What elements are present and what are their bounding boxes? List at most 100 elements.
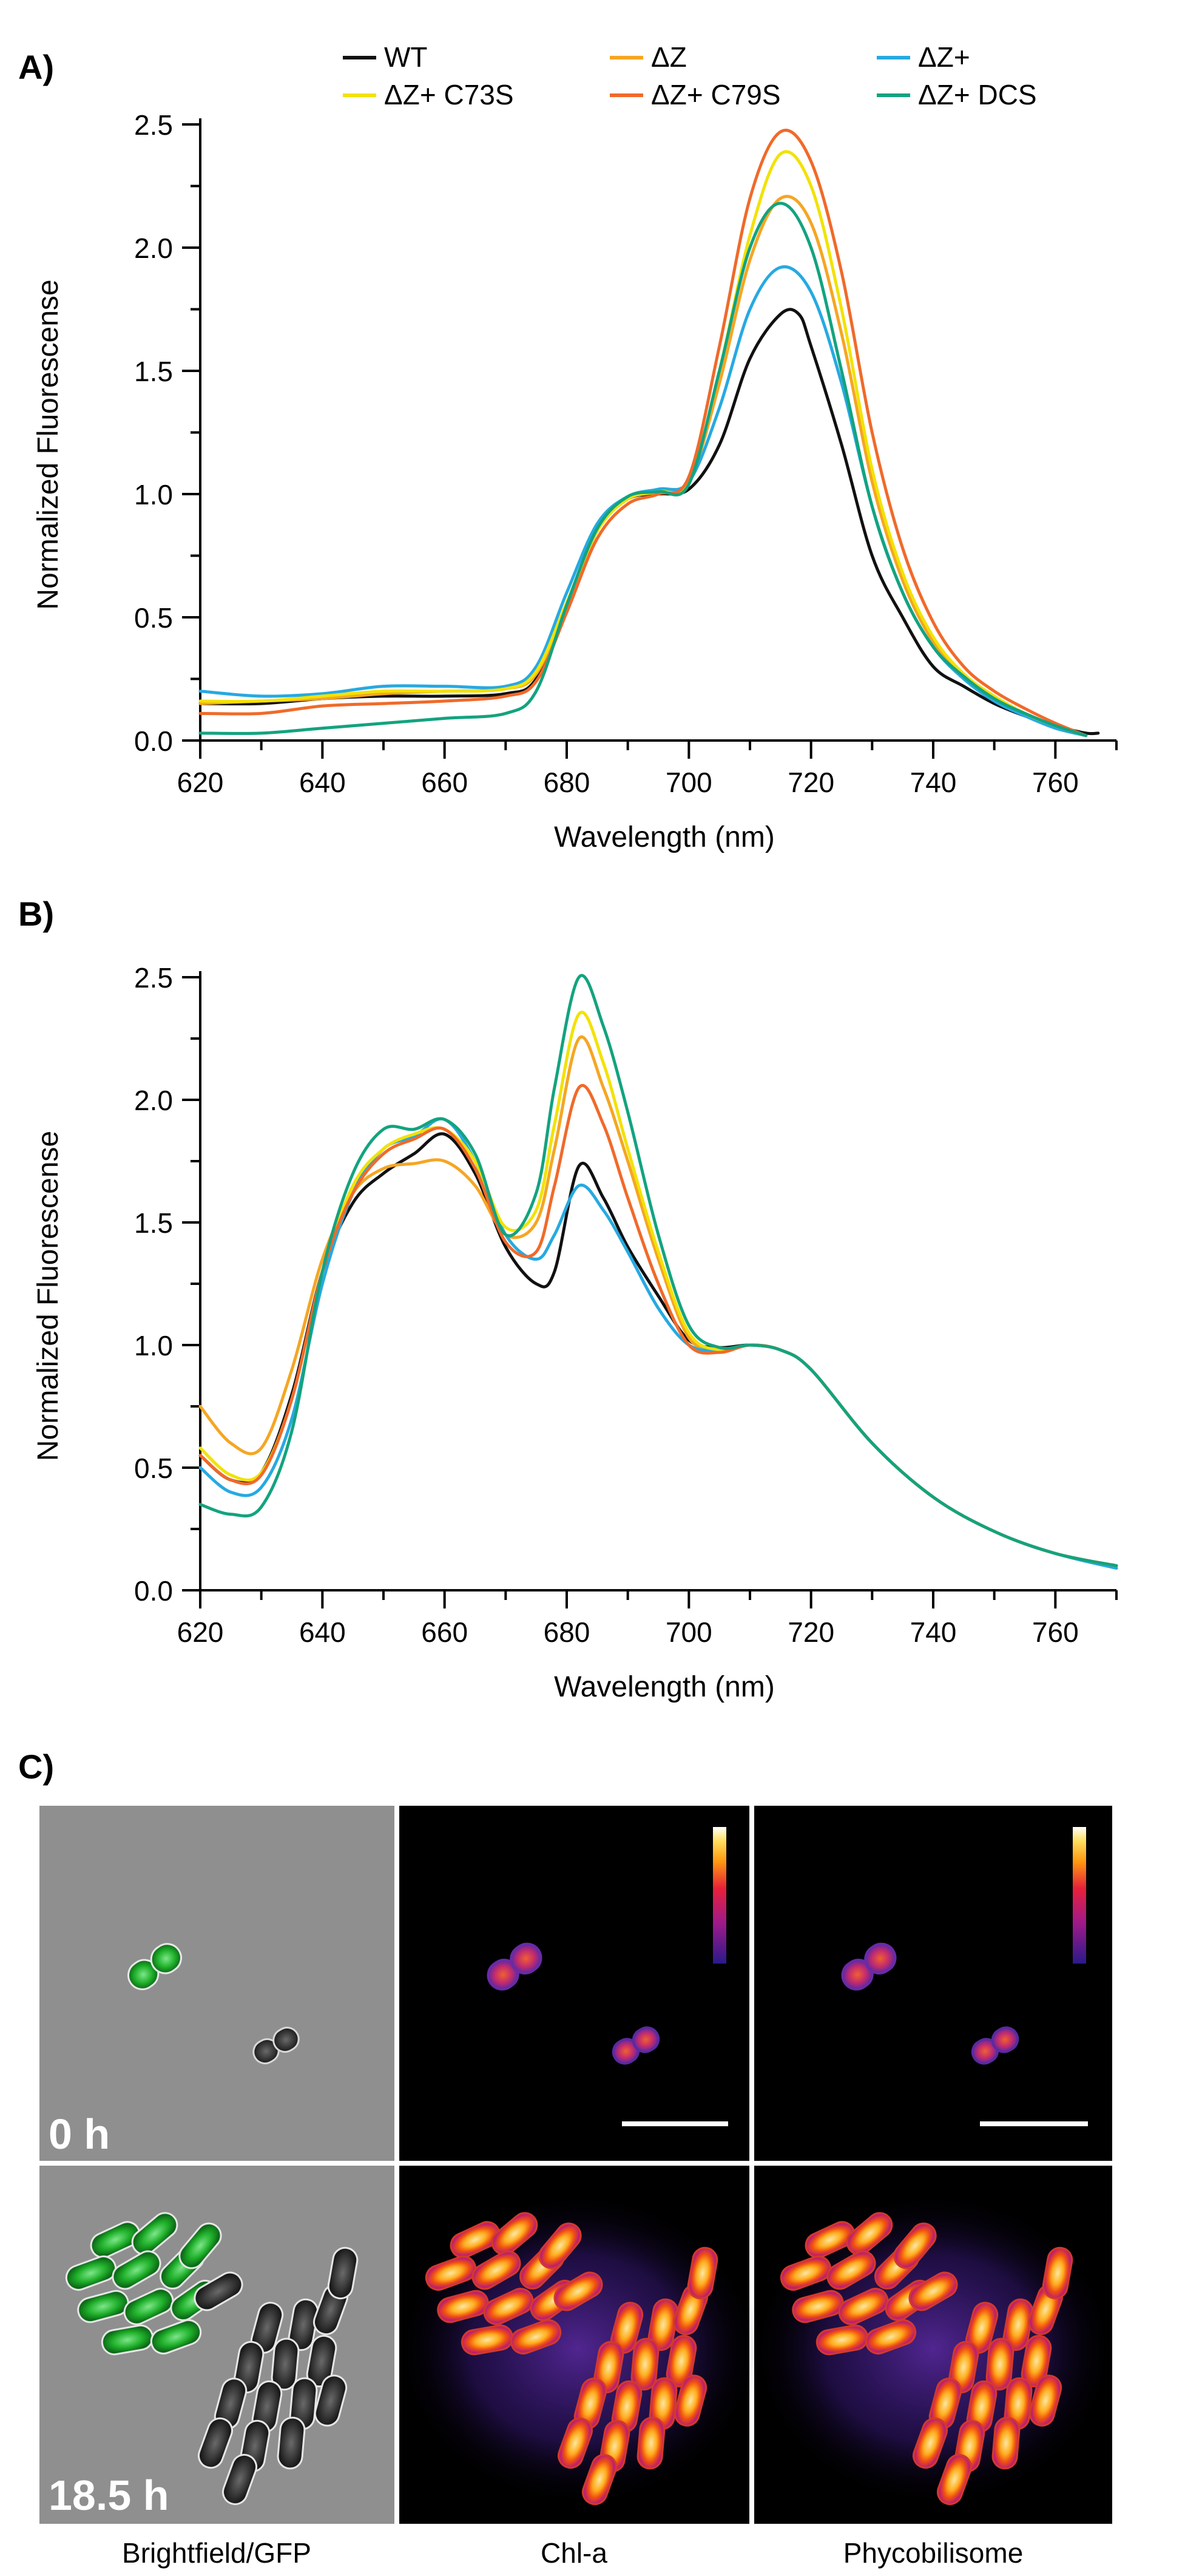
cell xyxy=(838,2288,889,2325)
cell xyxy=(491,2212,538,2256)
cell xyxy=(221,2453,258,2506)
series-line-C73S xyxy=(198,150,1088,737)
brightfield-18h-cells xyxy=(65,2212,359,2506)
time-label-18h: 18.5 h xyxy=(49,2472,169,2519)
panel-b-series xyxy=(198,974,1118,1570)
cell xyxy=(131,2212,178,2256)
y-tick-label: 2.5 xyxy=(134,109,173,141)
cell xyxy=(846,2212,893,2256)
cell xyxy=(687,2246,718,2300)
y-tick-label: 0.5 xyxy=(134,602,173,634)
series-line-WT xyxy=(198,308,1100,736)
x-tick-label: 620 xyxy=(177,767,224,798)
series-line-dZ xyxy=(198,1035,1118,1568)
legend-entry: ΔZ xyxy=(651,41,687,73)
cell xyxy=(197,2417,234,2469)
cell xyxy=(450,2221,501,2259)
cell xyxy=(1021,2334,1052,2388)
cell xyxy=(936,2453,973,2506)
x-tick-label: 720 xyxy=(788,767,834,798)
panel-c: C) xyxy=(18,1747,1115,2569)
cell xyxy=(985,2337,1015,2391)
cell xyxy=(1042,2246,1073,2300)
x-axis-title: Wavelength (nm) xyxy=(554,1671,775,1703)
cell xyxy=(327,2246,359,2300)
x-axis-title: Wavelength (nm) xyxy=(554,821,775,853)
legend-entry: ΔZ+ xyxy=(918,41,970,73)
cell xyxy=(826,2250,876,2290)
cell xyxy=(510,2319,562,2355)
legend-entry: WT xyxy=(384,41,428,73)
cell xyxy=(471,2250,521,2290)
scale-bar xyxy=(980,2121,1088,2126)
series-line-dZplus xyxy=(198,1117,1118,1570)
series-line-WT xyxy=(198,1132,1118,1568)
cell xyxy=(123,2288,174,2325)
panel-a: A) WT ΔZ ΔZ+ ΔZ+ C73S ΔZ+ C79S ΔZ+ DCS 0.0 0.5… xyxy=(18,41,1118,853)
cell xyxy=(630,2337,660,2391)
x-tick-label: 680 xyxy=(544,1616,590,1648)
series-line-C73S xyxy=(198,1011,1118,1568)
x-tick-label: 700 xyxy=(666,767,712,798)
cell xyxy=(780,2255,832,2291)
x-tick-label: 620 xyxy=(177,1616,224,1648)
x-tick-label: 760 xyxy=(1032,1616,1079,1648)
panel-a-axes: 0.0 0.5 1.0 1.5 2.0 2.5 620 640 660 680 700 720 740 7… xyxy=(32,109,1118,853)
cell xyxy=(77,2290,129,2323)
cell xyxy=(314,2374,348,2427)
y-axis-title: Normalized Fluorescense xyxy=(32,279,64,609)
x-tick-label: 740 xyxy=(910,767,957,798)
cell xyxy=(150,2319,202,2355)
cell xyxy=(666,2334,697,2388)
calibration-bar xyxy=(713,1827,726,1964)
calibration-bar xyxy=(1073,1827,1086,1964)
y-tick-label: 2.0 xyxy=(134,232,173,264)
cell xyxy=(991,2416,1021,2470)
y-tick-label: 0.0 xyxy=(134,1575,173,1607)
chla-0h-cells xyxy=(487,1827,728,2126)
x-tick-label: 720 xyxy=(788,1616,834,1648)
y-tick-label: 1.5 xyxy=(134,356,173,387)
cell xyxy=(1028,2374,1062,2427)
y-tick-label: 2.0 xyxy=(134,1085,173,1116)
legend-entry: ΔZ+ C73S xyxy=(384,79,514,110)
column-label-phycobilisome: Phycobilisome xyxy=(843,2537,1024,2569)
y-tick-label: 1.5 xyxy=(134,1207,173,1239)
column-label-chla: Chl-a xyxy=(541,2537,607,2569)
cell xyxy=(271,2337,300,2391)
panel-c-label: C) xyxy=(18,1747,54,1786)
legend-entry: ΔZ+ C79S xyxy=(651,79,781,110)
cell xyxy=(306,2334,337,2388)
chla-18h-cells xyxy=(396,2191,760,2507)
cell xyxy=(194,2271,243,2311)
x-tick-label: 760 xyxy=(1032,767,1079,798)
x-tick-label: 660 xyxy=(421,767,468,798)
legend-entry: ΔZ+ DCS xyxy=(918,79,1037,110)
panel-a-series xyxy=(198,129,1100,737)
series-line-C79S xyxy=(198,1083,1118,1568)
cell xyxy=(792,2290,844,2323)
series-line-C79S xyxy=(198,129,1088,737)
legend: WT ΔZ ΔZ+ ΔZ+ C73S ΔZ+ C79S ΔZ+ DCS xyxy=(343,41,1037,110)
cell xyxy=(636,2416,666,2470)
cell xyxy=(865,2319,917,2355)
phycobilisome-0h-image xyxy=(754,1806,1112,2161)
cell xyxy=(178,2222,222,2269)
cell xyxy=(112,2250,161,2290)
cell xyxy=(557,2417,593,2469)
cell xyxy=(277,2416,306,2470)
y-tick-label: 0.5 xyxy=(134,1452,173,1484)
cell xyxy=(893,2222,937,2269)
cell xyxy=(538,2222,582,2269)
phycobilisome-18h-cells xyxy=(751,2191,1115,2507)
cell xyxy=(65,2255,117,2291)
x-tick-label: 640 xyxy=(299,767,346,798)
panel-b: B) 0.0 0.5 1.0 1.5 2.0 2.5 620 640 660 680 700 720 7… xyxy=(18,895,1118,1703)
cell xyxy=(908,2271,958,2311)
x-tick-label: 640 xyxy=(299,1616,346,1648)
cell xyxy=(437,2290,489,2323)
cell xyxy=(90,2221,141,2259)
cell xyxy=(674,2374,707,2427)
cell xyxy=(425,2255,477,2291)
